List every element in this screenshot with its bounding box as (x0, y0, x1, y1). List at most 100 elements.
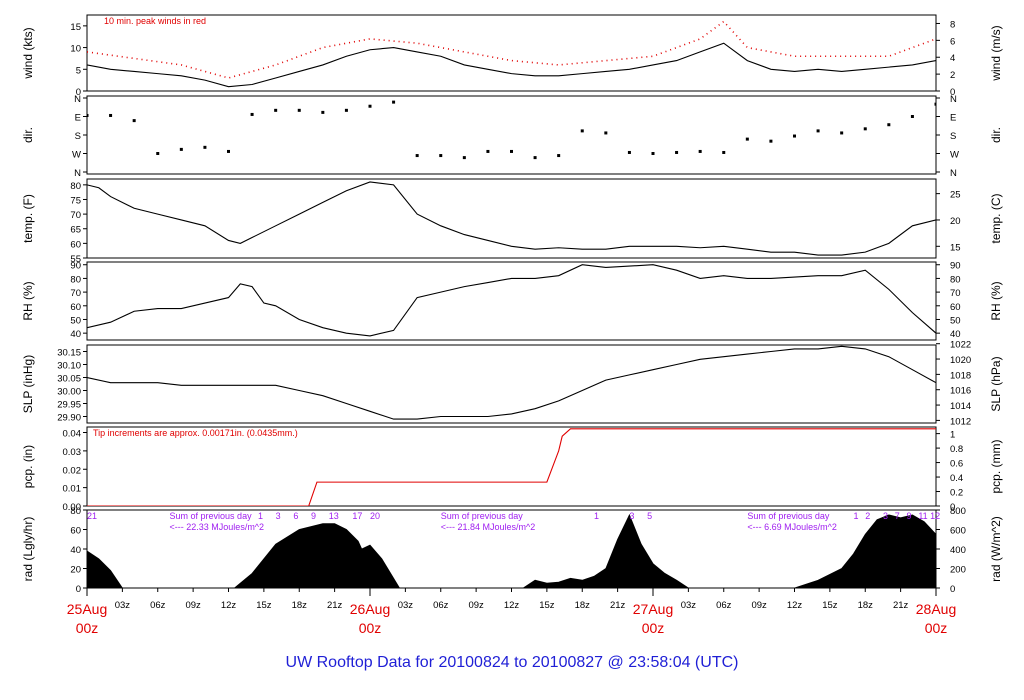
hour-label: 12 (930, 511, 940, 521)
dir-point (910, 115, 914, 118)
daily-sum-note: Sum of previous day (747, 511, 830, 521)
x-day-hour-label: 00z (925, 620, 948, 636)
dir-point (627, 150, 631, 154)
y-tick-label-right: 6 (950, 36, 955, 47)
panel-annotation: 10 min. peak winds in red (104, 16, 206, 26)
x-tick-label: 03z (398, 600, 414, 611)
panel-wind: 0 5 10 15 0 2 4 6 8 wind (kts) wind (m/s) 10 min. p… (21, 14, 1003, 98)
y-tick-label-right: 200 (950, 565, 966, 576)
y-tick-label-right: 1014 (950, 401, 971, 412)
x-tick-label: 03z (681, 600, 697, 611)
y-tick-label-right: 50 (950, 315, 961, 326)
y-tick-label-left: 30.15 (57, 348, 81, 359)
hour-label: 20 (370, 511, 380, 521)
y-tick-label-left: W (72, 150, 81, 161)
x-tick-label: 12z (787, 600, 803, 611)
x-tick-label: 09z (751, 600, 767, 611)
x-tick-label: 18z (292, 600, 308, 611)
y-tick-label-left: 0.01 (63, 484, 82, 495)
panel-frame (86, 95, 937, 175)
dir-point (87, 113, 89, 117)
dir-point (604, 131, 608, 135)
y-axis-label-left: RH (%) (21, 281, 35, 320)
x-tick-label: 06z (150, 600, 166, 611)
hour-label: 3 (629, 511, 634, 521)
y-tick-label-right: 90 (950, 261, 961, 272)
y-tick-label-left: 0 (76, 87, 81, 98)
chart-title: UW Rooftop Data for 20100824 to 20100827… (286, 654, 739, 671)
y-tick-label-left: 30.10 (57, 361, 81, 372)
y-axis-label-left: dir. (21, 127, 35, 143)
y-tick-label-right: 800 (950, 506, 966, 517)
y-axis-label-left: pcp. (in) (21, 445, 35, 488)
dir-point (510, 149, 513, 153)
daily-sum-note: <--- 22.33 MJoules/m^2 (170, 522, 265, 532)
panel-pcp: 0.00 0.01 0.02 0.03 0.04 0 0.2 0.4 0.6 0.8 1 pcp. (… (21, 426, 1003, 513)
temp-line (87, 181, 936, 256)
y-tick-label-right: N (950, 168, 957, 179)
panel-temp: 55 60 65 70 75 80 15 20 25 temp. (F) temp. (C) (21, 178, 1003, 265)
y-tick-label-left: 75 (70, 195, 81, 206)
dir-point (344, 108, 348, 112)
y-tick-label-left: N (74, 168, 81, 179)
y-tick-label-right: S (950, 131, 956, 142)
y-tick-label-right: 0 (950, 584, 955, 595)
y-tick-label-right: 2 (950, 70, 955, 81)
dir-point (368, 104, 372, 108)
y-tick-label-left: N (74, 94, 81, 105)
y-tick-label-right: 60 (950, 302, 961, 313)
dir-point (934, 102, 936, 106)
x-tick-label: 09z (185, 600, 201, 611)
dir-point (274, 108, 278, 112)
dir-point (250, 112, 254, 116)
dir-point (722, 150, 726, 154)
daily-sum-note: <--- 21.84 MJoules/m^2 (441, 522, 536, 532)
y-axis-label-left: rad (Lgly/hr) (21, 517, 35, 582)
hour-label: 3 (883, 511, 888, 521)
y-tick-label-left: 60 (70, 239, 81, 250)
y-tick-label-left: 0.03 (63, 447, 82, 458)
hour-label: 21 (87, 511, 97, 521)
y-tick-label-right: 4 (950, 53, 955, 64)
hour-label: 1 (258, 511, 263, 521)
y-tick-label-left: 90 (70, 261, 81, 272)
x-tick-label: 12z (504, 600, 520, 611)
x-day-label: 27Aug (633, 601, 673, 617)
y-tick-label-left: 0.04 (63, 429, 82, 440)
y-axis-label-right: pcp. (mm) (989, 439, 1003, 493)
x-tick-label: 18z (858, 600, 874, 611)
series-layer (87, 345, 936, 420)
y-tick-label-right: 1020 (950, 355, 971, 366)
y-tick-label-left: 5 (76, 65, 81, 76)
hour-label: 11 (918, 511, 927, 521)
dir-point (698, 149, 702, 153)
y-tick-label-left: 0.00 (63, 502, 82, 513)
daily-sum-note: Sum of previous day (170, 511, 253, 521)
y-tick-label-right: 1022 (950, 340, 971, 351)
dir-point (156, 152, 160, 155)
hour-label: 9 (311, 511, 316, 521)
dir-point (769, 139, 773, 143)
panel-slp: 29.90 29.95 30.00 30.05 30.10 30.15 1012 1014 10… (21, 340, 1003, 428)
y-tick-label-right: 20 (950, 216, 961, 227)
y-tick-label-right: 1 (950, 430, 955, 441)
y-axis-label-left: wind (kts) (21, 27, 35, 79)
x-day-label: 28Aug (916, 601, 956, 617)
x-tick-label: 15z (539, 600, 555, 611)
hour-label: 2 (865, 511, 870, 521)
dir-point (816, 129, 820, 133)
panel-rh: 40 50 60 70 80 90 40 50 60 70 80 90 RH (%) RH (%) (21, 261, 1003, 341)
panel-frame (86, 344, 937, 424)
dir-point (486, 149, 490, 153)
y-tick-label-left: 80 (70, 274, 81, 285)
y-tick-label-right: 0 (950, 87, 955, 98)
y-tick-label-right: 0.4 (950, 473, 963, 484)
series-layer (87, 428, 936, 506)
hour-label: 9 (907, 511, 912, 521)
dir-point (675, 150, 679, 154)
dir-point (887, 123, 891, 127)
y-axis-label-right: temp. (C) (989, 193, 1003, 243)
panel-frame (86, 426, 937, 507)
